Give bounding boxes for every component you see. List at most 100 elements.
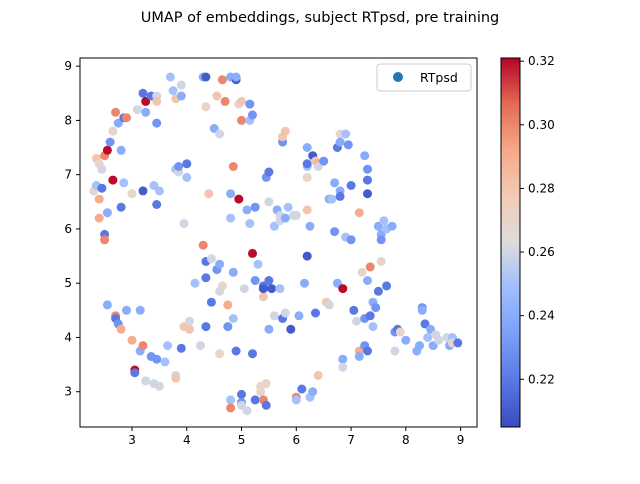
data-point (382, 281, 392, 291)
data-point (264, 167, 274, 177)
data-point (264, 197, 274, 207)
data-point (426, 324, 435, 334)
data-point (231, 346, 241, 356)
data-point (286, 324, 296, 334)
legend: RTpsd (376, 63, 472, 92)
data-point (283, 202, 293, 212)
y-tick-label: 9 (64, 59, 72, 73)
data-point (130, 368, 140, 378)
data-point (100, 235, 110, 245)
data-point (179, 219, 189, 228)
data-point (231, 72, 241, 82)
data-point (335, 137, 345, 147)
x-axis: 3 4 5 6 7 8 9 (128, 427, 464, 447)
data-point (185, 324, 194, 334)
data-point (105, 137, 115, 147)
data-point (264, 324, 274, 334)
data-point (149, 181, 159, 190)
data-point (163, 341, 173, 351)
data-point (198, 240, 208, 250)
data-point (415, 341, 424, 351)
y-tick-label: 4 (64, 330, 72, 344)
data-point (138, 88, 148, 98)
data-point (242, 205, 252, 215)
data-point (108, 175, 118, 185)
data-point (280, 308, 290, 318)
data-point (363, 189, 372, 199)
data-point (338, 354, 348, 364)
chart-title: UMAP of embeddings, subject RTpsd, pre t… (141, 10, 500, 26)
data-point (239, 284, 249, 294)
data-point (373, 221, 383, 231)
data-point (201, 72, 211, 82)
data-point (250, 276, 260, 285)
data-point (228, 314, 238, 323)
data-point (267, 284, 277, 294)
data-point (311, 308, 320, 318)
x-tick-label: 4 (183, 433, 191, 447)
data-point (206, 297, 216, 307)
data-point (368, 322, 378, 332)
x-tick-label: 8 (402, 433, 410, 447)
data-point (102, 208, 112, 218)
data-point (215, 129, 225, 139)
data-point (201, 102, 211, 112)
data-point (94, 213, 104, 223)
data-point (275, 284, 285, 294)
data-point (204, 189, 214, 199)
data-point (97, 183, 107, 193)
data-point (338, 284, 348, 294)
data-point (297, 384, 307, 394)
y-axis: 3 4 5 6 7 8 9 (64, 59, 80, 399)
data-point (302, 172, 312, 182)
data-point (420, 319, 430, 329)
data-point (256, 387, 266, 397)
data-point (327, 194, 337, 204)
data-point (176, 343, 186, 353)
data-point (245, 219, 255, 228)
data-point (376, 257, 386, 266)
data-point (160, 357, 170, 367)
data-point (141, 96, 151, 106)
colorbar-tick-label: 0.24 (528, 309, 555, 323)
data-point (196, 341, 205, 351)
data-point (387, 221, 397, 231)
data-point (228, 162, 238, 171)
data-point (152, 354, 162, 364)
data-point (226, 213, 236, 223)
data-point (228, 267, 238, 277)
y-tick-label: 6 (64, 222, 72, 236)
data-point (346, 235, 356, 245)
data-point (182, 159, 192, 169)
colorbar-tick-label: 0.28 (528, 181, 555, 195)
data-point (434, 335, 444, 345)
data-point (354, 352, 364, 361)
data-point (250, 395, 260, 405)
data-point (171, 373, 181, 383)
data-point (226, 189, 236, 199)
data-point (182, 172, 192, 182)
data-point (237, 389, 246, 399)
data-point (379, 216, 389, 226)
data-point (253, 259, 263, 269)
y-tick-label: 8 (64, 113, 72, 127)
data-point (165, 72, 175, 82)
data-point (280, 126, 290, 136)
data-point (376, 235, 386, 245)
plot-frame (79, 57, 478, 428)
y-tick-label: 3 (64, 385, 72, 399)
y-tick-label: 7 (64, 168, 72, 182)
data-point (223, 322, 233, 332)
data-point (127, 189, 137, 199)
data-point (335, 191, 345, 201)
data-point (242, 406, 252, 416)
legend-marker (393, 72, 403, 82)
data-point (138, 186, 148, 196)
data-point (349, 305, 359, 315)
data-point (248, 110, 257, 120)
colorbar-tick-label: 0.26 (528, 245, 555, 259)
x-tick-label: 9 (457, 433, 465, 447)
data-point (302, 251, 312, 261)
data-point (237, 400, 246, 410)
